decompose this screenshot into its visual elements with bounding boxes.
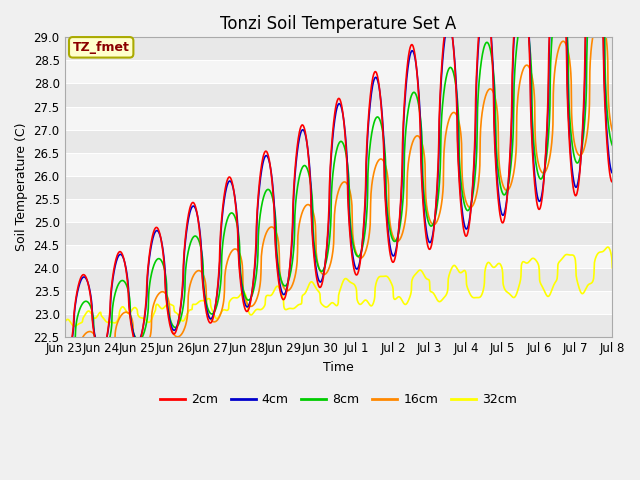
Bar bbox=[65, 268, 612, 291]
Bar bbox=[65, 130, 612, 153]
Bar bbox=[65, 314, 612, 337]
Bar bbox=[65, 291, 612, 314]
Bar bbox=[65, 84, 612, 107]
Legend: 2cm, 4cm, 8cm, 16cm, 32cm: 2cm, 4cm, 8cm, 16cm, 32cm bbox=[155, 388, 522, 411]
Bar bbox=[65, 176, 612, 199]
Y-axis label: Soil Temperature (C): Soil Temperature (C) bbox=[15, 123, 28, 252]
Bar bbox=[65, 60, 612, 84]
Bar bbox=[65, 37, 612, 60]
Title: Tonzi Soil Temperature Set A: Tonzi Soil Temperature Set A bbox=[220, 15, 456, 33]
Bar bbox=[65, 222, 612, 245]
Bar bbox=[65, 107, 612, 130]
X-axis label: Time: Time bbox=[323, 360, 354, 373]
Bar bbox=[65, 199, 612, 222]
Bar bbox=[65, 245, 612, 268]
Text: TZ_fmet: TZ_fmet bbox=[73, 41, 130, 54]
Bar bbox=[65, 153, 612, 176]
